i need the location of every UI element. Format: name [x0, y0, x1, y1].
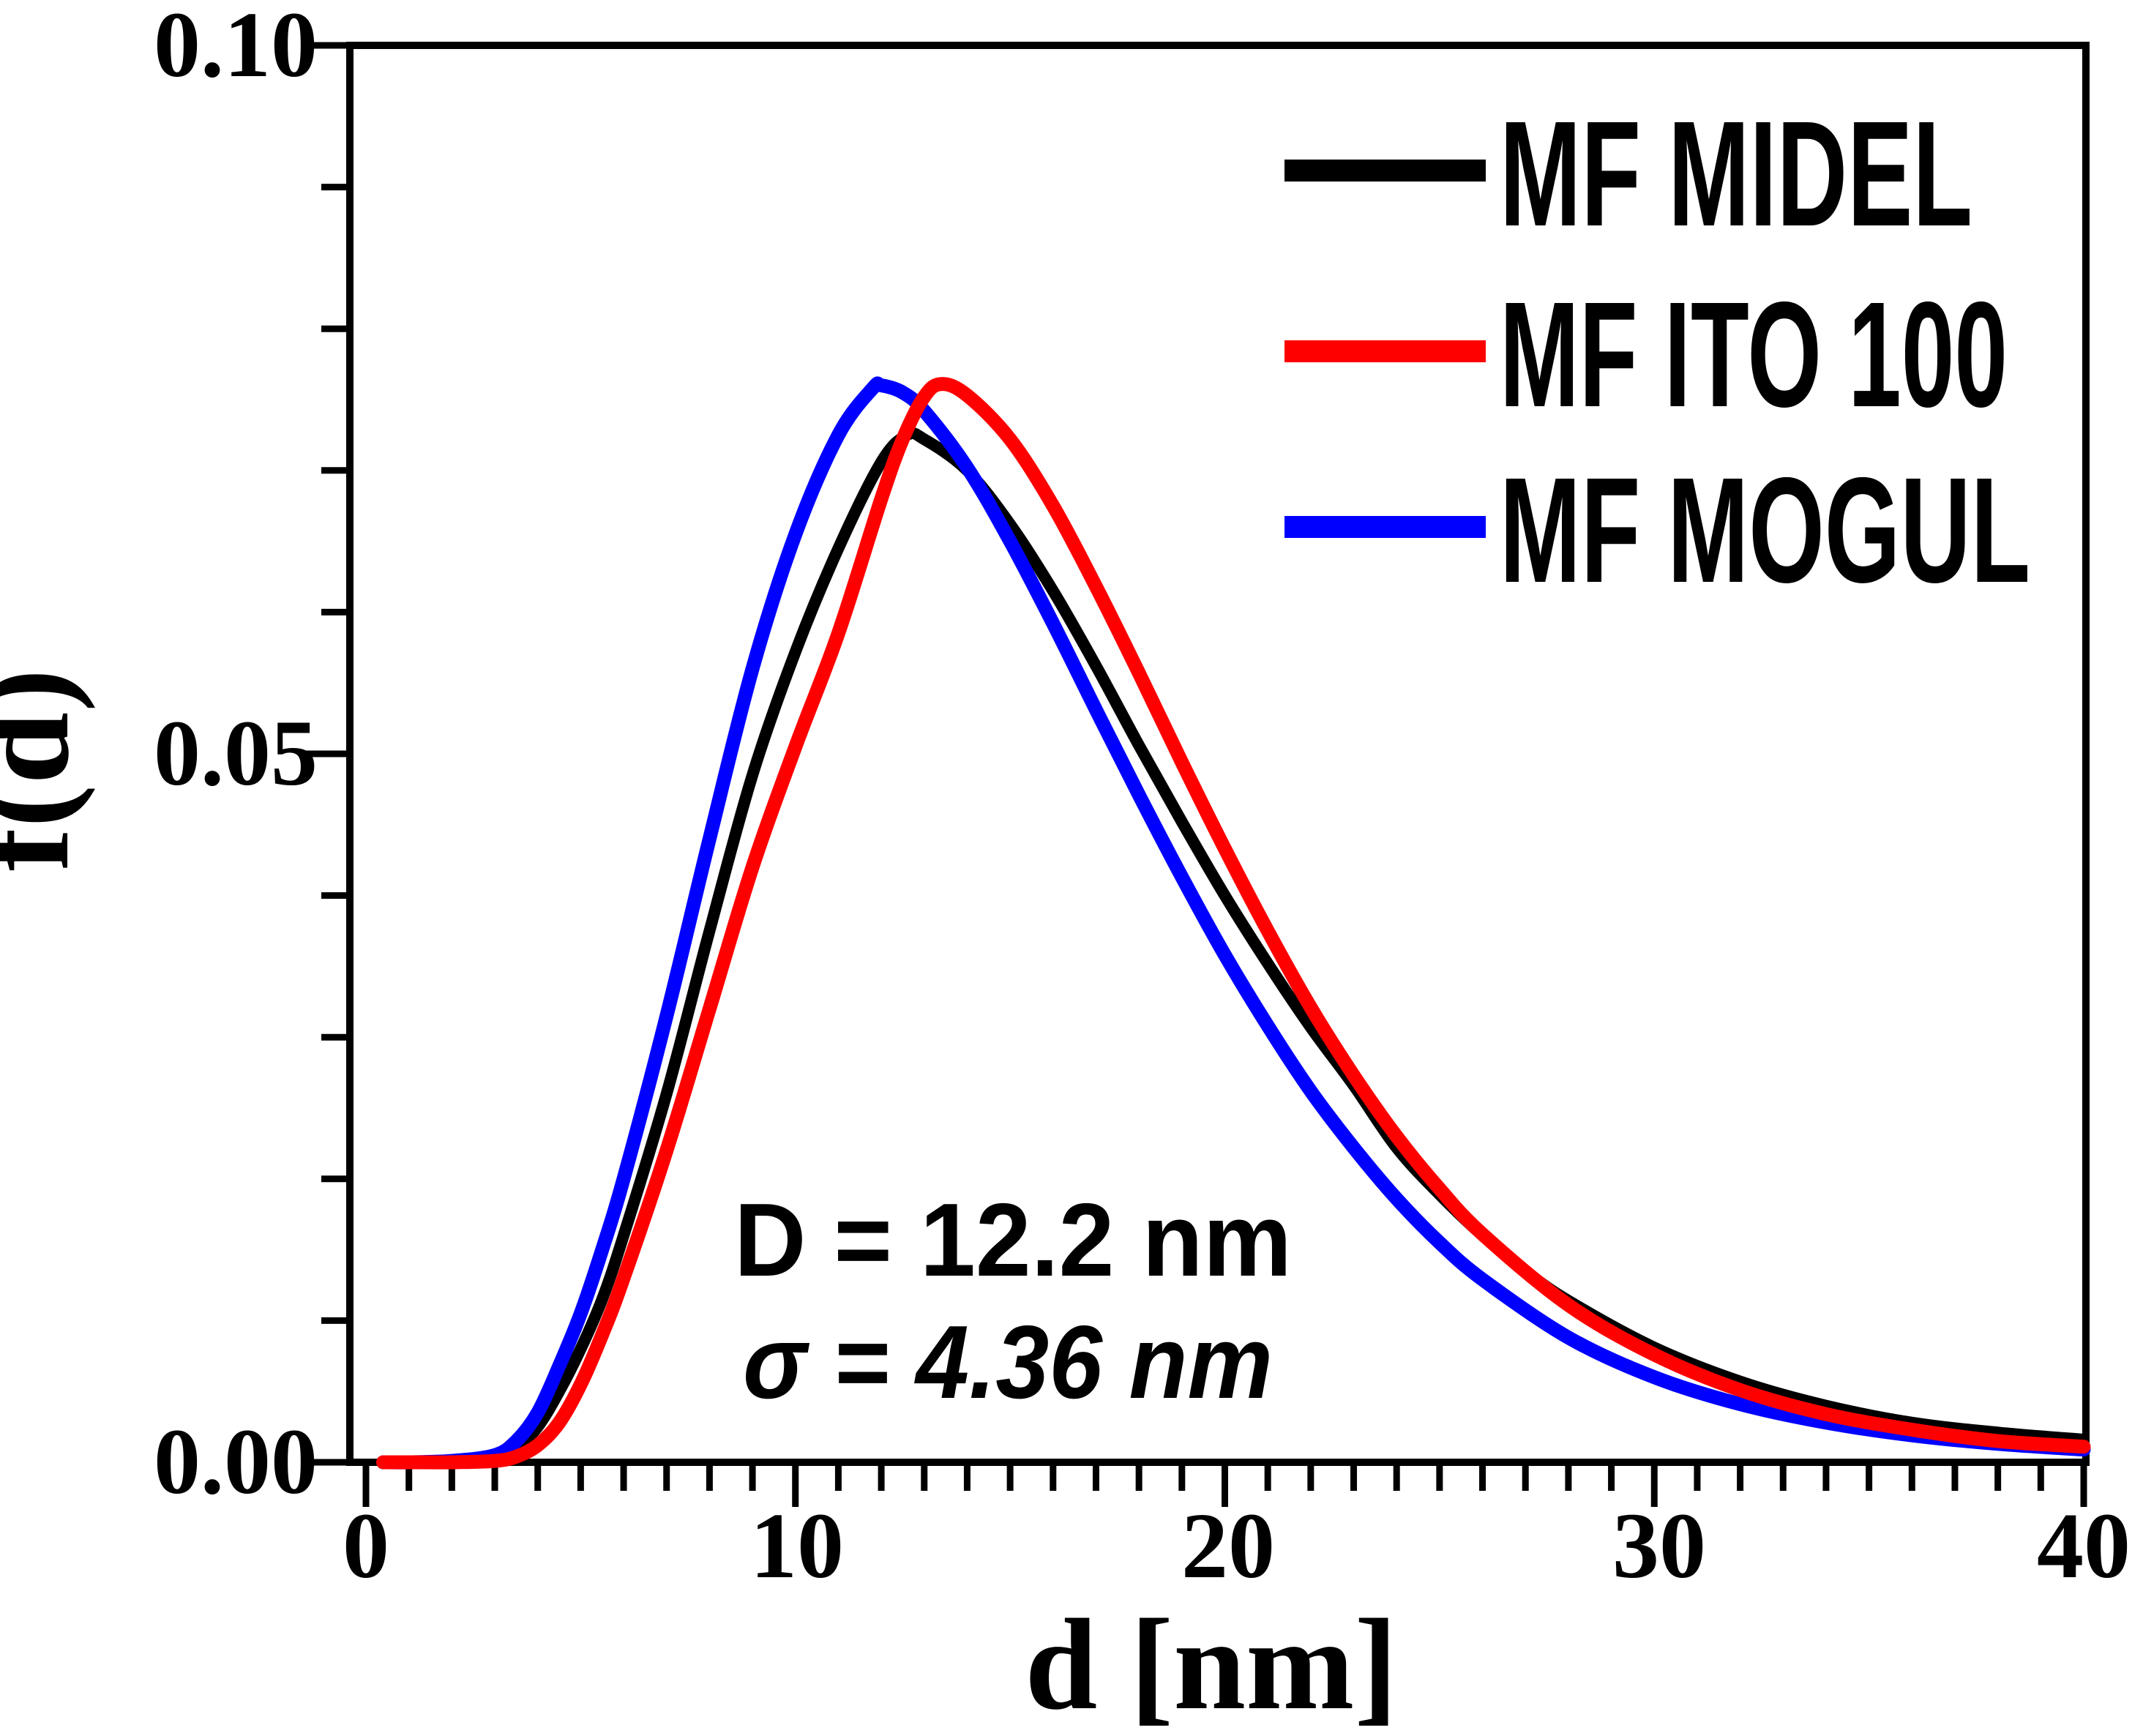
legend-label-mf-midel: MF MIDEL — [1500, 90, 1972, 258]
axes-frame — [346, 42, 2090, 1466]
y-tick-label-000: 0.00 — [154, 1410, 318, 1514]
x-tick-label-0: 0 — [343, 1494, 389, 1598]
annotations: D = 12.2 nm σ = 4.36 nm — [734, 1182, 1292, 1421]
legend: MF MIDEL MF ITO 100 MF MOGUL — [1284, 90, 2030, 614]
y-axis-title: f(d) — [0, 669, 96, 872]
annotation-sigma: σ = 4.36 nm — [743, 1304, 1273, 1421]
legend-label-mf-ito-100: MF ITO 100 — [1500, 271, 2008, 438]
y-tick-label-005: 0.05 — [154, 701, 318, 805]
x-tick-labels: 0 10 20 30 40 — [343, 1494, 2131, 1598]
x-axis-ticks — [362, 1466, 2087, 1507]
y-tick-labels: 0.00 0.05 0.10 — [154, 0, 318, 1514]
curve-group — [376, 376, 2091, 1470]
y-tick-label-010: 0.10 — [154, 0, 318, 97]
y-axis-ticks — [305, 42, 346, 1466]
annotation-mean-diameter: D = 12.2 nm — [734, 1182, 1292, 1298]
x-axis-title: d [nm] — [1025, 1592, 1397, 1736]
x-tick-label-20: 20 — [1181, 1494, 1275, 1598]
legend-label-mf-mogul: MF MOGUL — [1500, 446, 2030, 614]
curve-mf-ito-100 — [376, 377, 2091, 1470]
x-tick-label-40: 40 — [2037, 1494, 2131, 1598]
x-tick-label-10: 10 — [750, 1494, 844, 1598]
x-tick-label-30: 30 — [1612, 1494, 1706, 1598]
curve-mf-mogul — [376, 376, 2091, 1470]
